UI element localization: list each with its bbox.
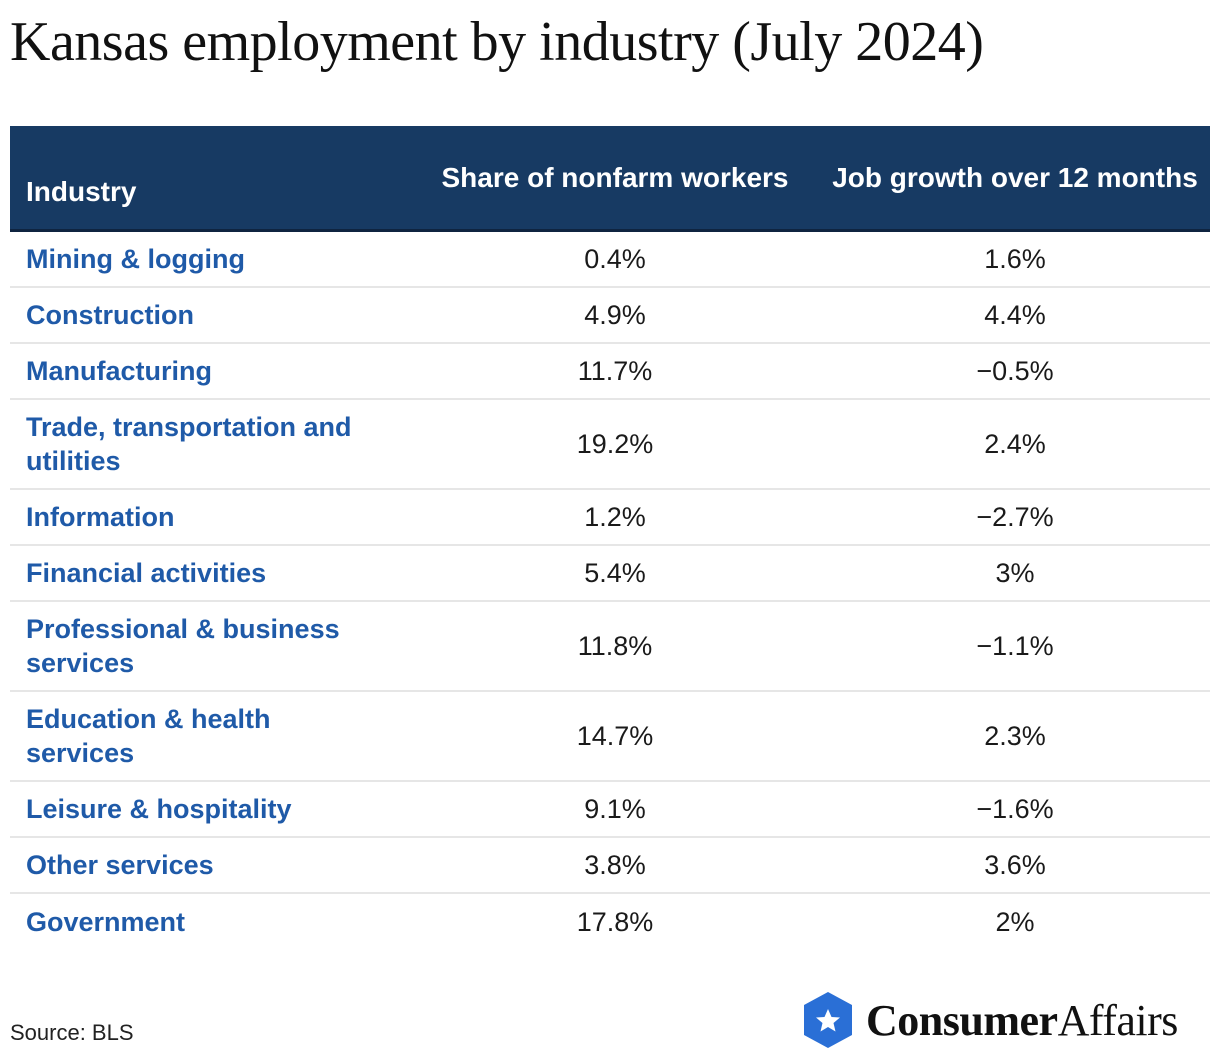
row-growth: 2.3% bbox=[984, 720, 1046, 751]
row-share: 17.8% bbox=[576, 906, 654, 937]
table-row: Professional & business services 11.8% −… bbox=[10, 602, 1210, 692]
table-row: Other services 3.8% 3.6% bbox=[10, 838, 1210, 894]
row-industry: Information bbox=[26, 502, 175, 532]
row-growth: 3% bbox=[995, 557, 1035, 588]
table-row: Information 1.2% −2.7% bbox=[10, 490, 1210, 546]
row-industry: Professional & business services bbox=[26, 614, 340, 678]
employment-table: Industry Share of nonfarm workers Job gr… bbox=[10, 126, 1210, 950]
consumeraffairs-logo: ConsumerAffairs bbox=[802, 990, 1178, 1050]
table-row: Mining & logging 0.4% 1.6% bbox=[10, 232, 1210, 288]
table-row: Financial activities 5.4% 3% bbox=[10, 546, 1210, 602]
row-share: 19.2% bbox=[576, 428, 654, 459]
header-growth: Job growth over 12 months bbox=[832, 162, 1198, 193]
header-share: Share of nonfarm workers bbox=[441, 162, 789, 193]
row-industry: Financial activities bbox=[26, 558, 267, 588]
page-title: Kansas employment by industry (July 2024… bbox=[10, 11, 984, 73]
source-note: Source: BLS bbox=[10, 1020, 134, 1045]
row-share: 0.4% bbox=[584, 243, 646, 274]
row-share: 11.8% bbox=[577, 630, 653, 661]
row-share: 4.9% bbox=[584, 299, 646, 330]
row-share: 11.7% bbox=[577, 355, 653, 386]
row-share: 5.4% bbox=[584, 557, 646, 588]
row-industry: Leisure & hospitality bbox=[26, 794, 292, 824]
table-row: Education & health services 14.7% 2.3% bbox=[10, 692, 1210, 782]
row-industry: Other services bbox=[26, 850, 214, 880]
row-share: 9.1% bbox=[584, 793, 646, 824]
table-row: Leisure & hospitality 9.1% −1.6% bbox=[10, 782, 1210, 838]
row-growth: 2.4% bbox=[984, 428, 1046, 459]
header-industry: Industry bbox=[26, 176, 137, 207]
row-growth: −2.7% bbox=[976, 501, 1054, 532]
row-growth: −0.5% bbox=[976, 355, 1054, 386]
table-row: Construction 4.9% 4.4% bbox=[10, 288, 1210, 344]
row-industry: Manufacturing bbox=[26, 356, 212, 386]
table-row: Government 17.8% 2% bbox=[10, 894, 1210, 950]
row-growth: 4.4% bbox=[984, 299, 1046, 330]
row-growth: −1.6% bbox=[976, 793, 1054, 824]
row-growth: 3.6% bbox=[984, 849, 1046, 880]
row-share: 1.2% bbox=[584, 501, 646, 532]
brand-name-bold: Consumer bbox=[866, 995, 1058, 1045]
table-header: Industry Share of nonfarm workers Job gr… bbox=[10, 126, 1210, 232]
table-row: Manufacturing 11.7% −0.5% bbox=[10, 344, 1210, 400]
row-growth: 1.6% bbox=[984, 243, 1046, 274]
row-industry: Construction bbox=[26, 300, 194, 330]
table-row: Trade, transportation and utilities 19.2… bbox=[10, 400, 1210, 490]
row-industry: Mining & logging bbox=[26, 244, 245, 274]
row-industry: Trade, transportation and utilities bbox=[26, 412, 352, 476]
row-growth: −1.1% bbox=[976, 630, 1054, 661]
row-industry: Government bbox=[26, 907, 186, 937]
row-industry: Education & health services bbox=[26, 704, 271, 768]
brand-name: ConsumerAffairs bbox=[866, 995, 1178, 1046]
brand-name-regular: Affairs bbox=[1057, 995, 1179, 1045]
row-share: 3.8% bbox=[584, 849, 646, 880]
row-share: 14.7% bbox=[576, 720, 654, 751]
row-growth: 2% bbox=[995, 906, 1035, 937]
star-hexagon-icon bbox=[804, 992, 852, 1048]
